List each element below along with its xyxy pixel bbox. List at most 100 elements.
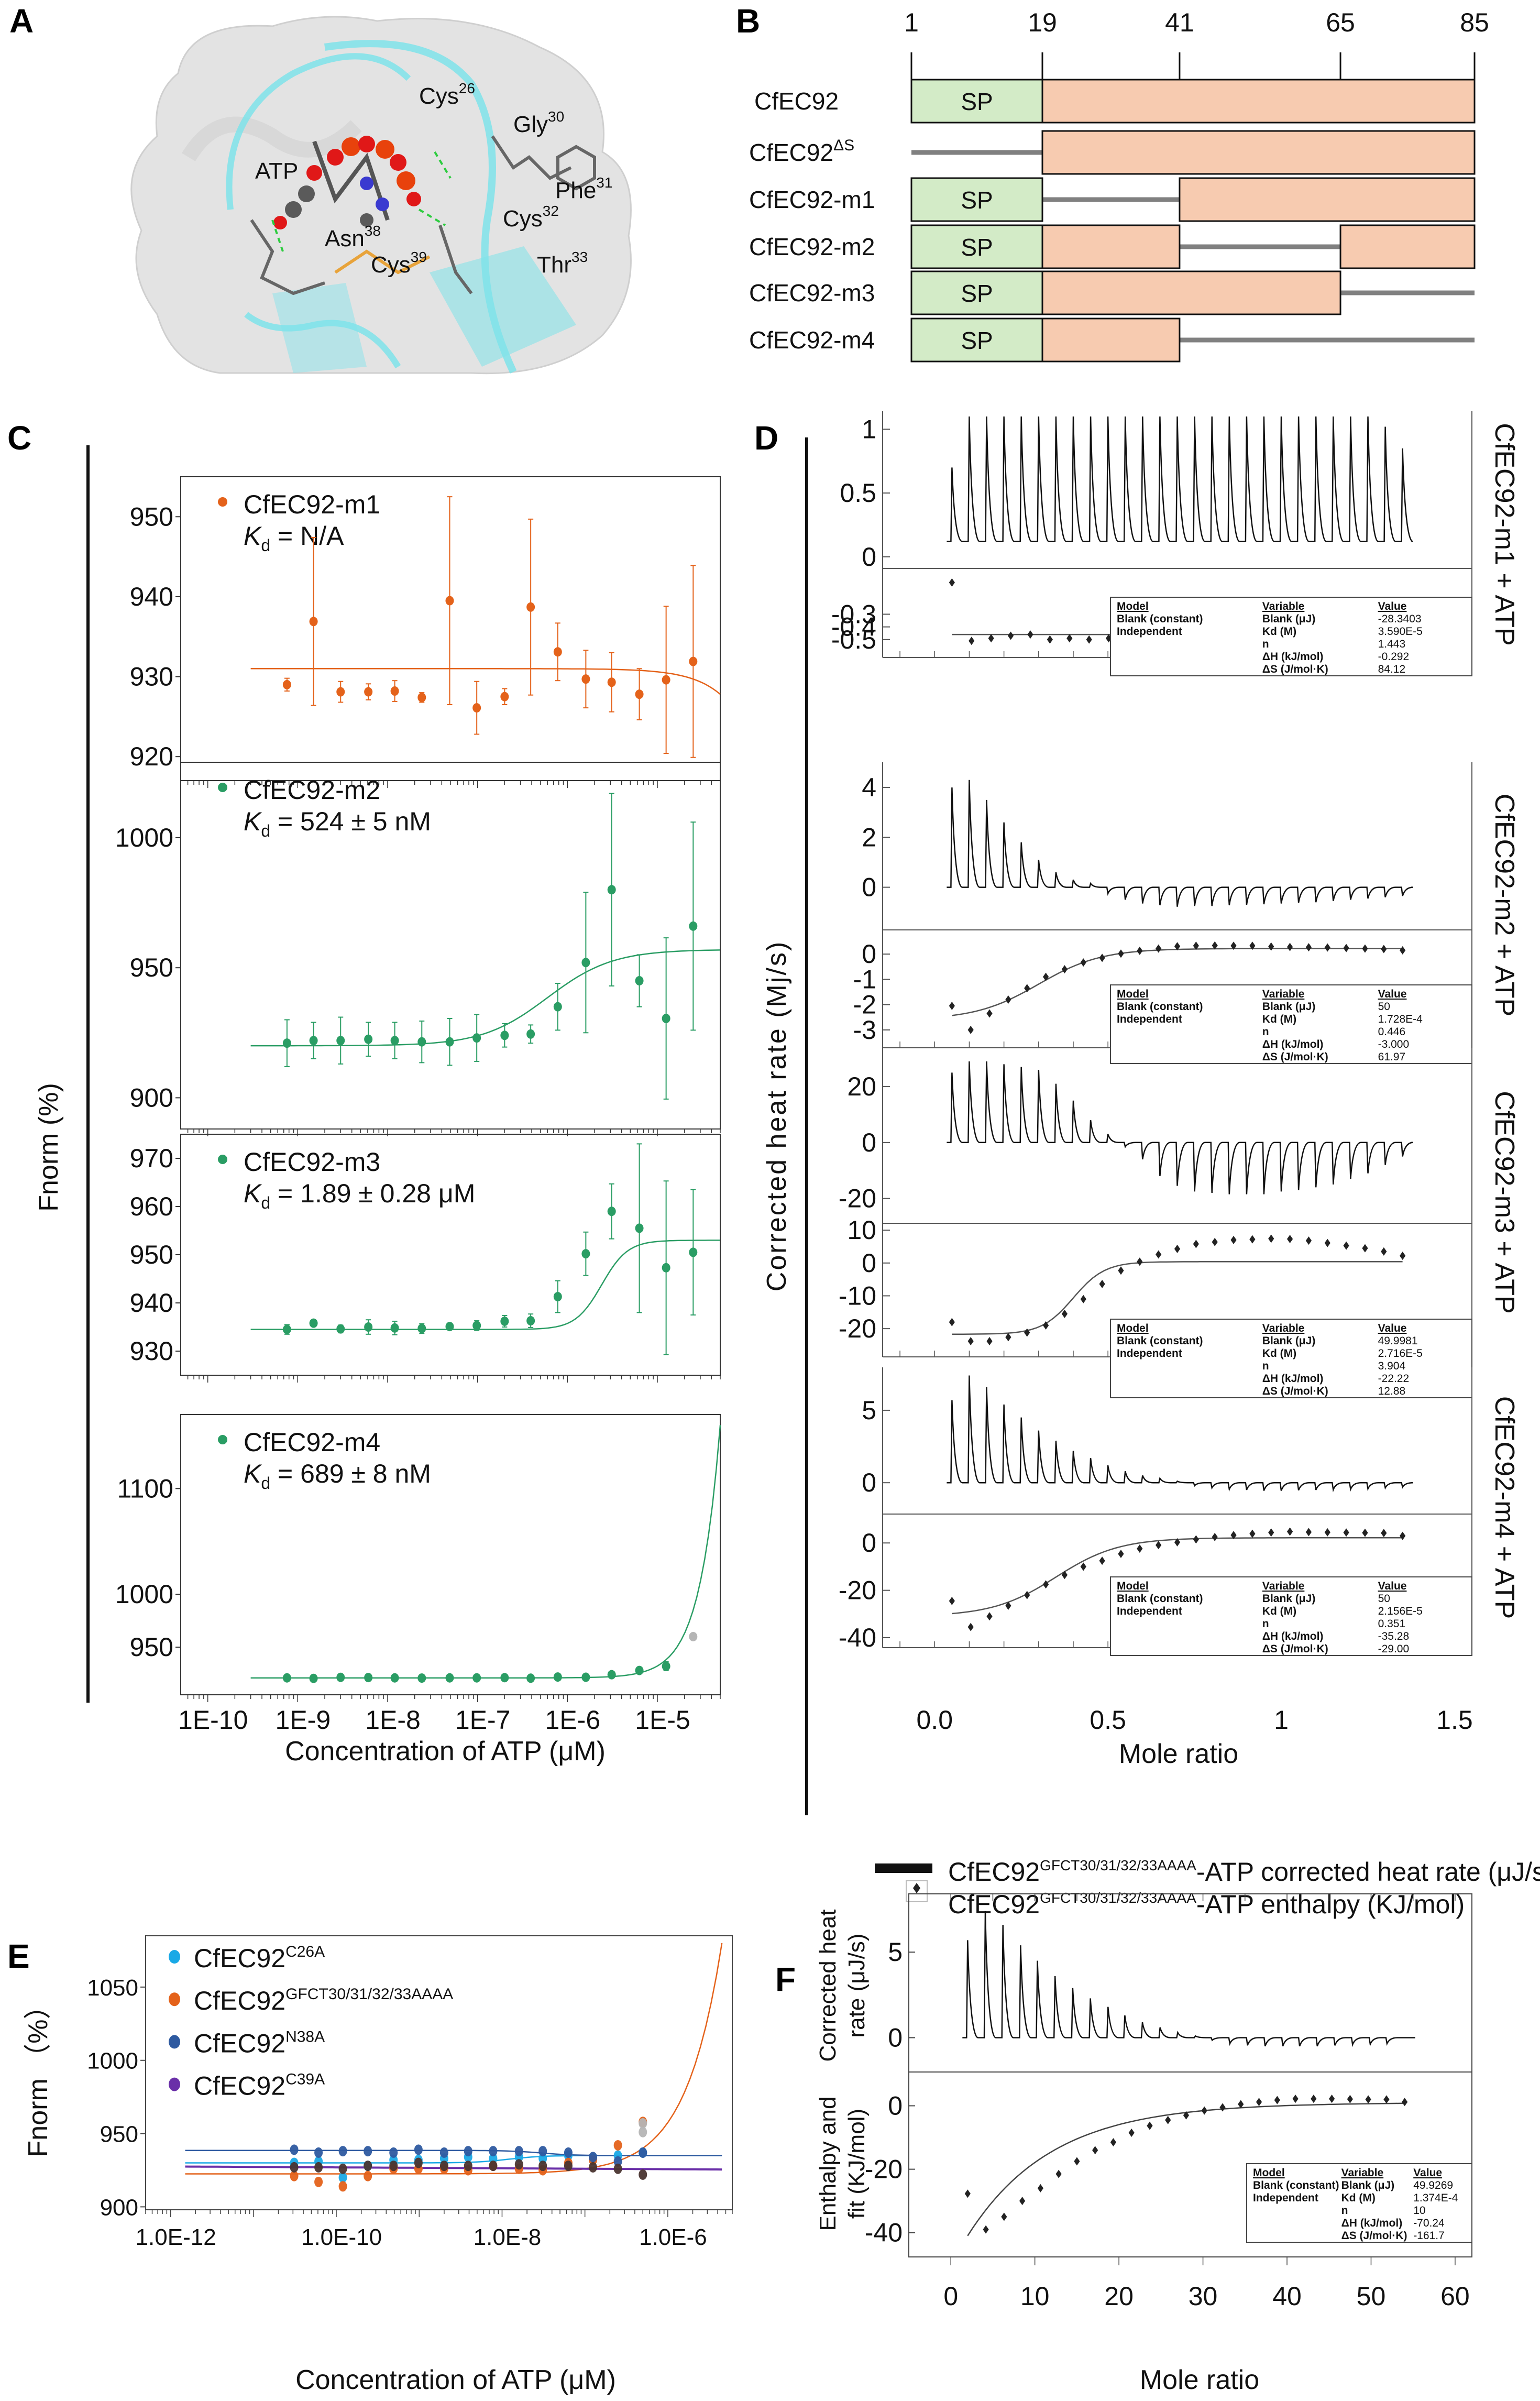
enthalpy-point [1268, 1234, 1274, 1243]
table-header-model: Model [1117, 988, 1149, 1000]
position-label-41: 41 [1165, 8, 1194, 37]
enthalpy-point [1305, 1236, 1312, 1245]
raw-y-tick-label: 2 [862, 823, 876, 852]
table-model-independent: Independent [1253, 2192, 1318, 2204]
mature-domain-box [1041, 79, 1476, 124]
x-tick-label: 1E-9 [276, 1705, 331, 1735]
table-model-independent: Independent [1117, 1013, 1182, 1025]
panel-letter-d: D [754, 419, 778, 457]
y-tick-label: 930 [130, 1336, 173, 1366]
data-point [689, 656, 698, 666]
panel-f-itc-gfct: CfEC92GFCT30/31/32/33AAAA-ATP corrected … [815, 1857, 1540, 2395]
fit-curve [185, 2165, 722, 2171]
data-point [538, 2153, 547, 2164]
data-point [472, 1673, 481, 1683]
enthalpy-point [1347, 2095, 1353, 2103]
mature-domain-box [1041, 130, 1476, 175]
enthalpy-point [1080, 1295, 1086, 1303]
enthalpy-point [1249, 1529, 1256, 1538]
table-variable: ΔH (kJ/mol) [1262, 1630, 1324, 1642]
enthalpy-point [1183, 2111, 1190, 2120]
data-point [338, 2146, 347, 2157]
kd-label: Kd = 524 ± 5 nM [244, 807, 431, 840]
x-tick-label: 0.5 [1090, 1705, 1126, 1735]
fit-parameter-table: Model Variable Value Blank (constant)Indepe… [1246, 2163, 1472, 2243]
signal-peptide-box [910, 79, 1043, 124]
residue-label-cys32: Cys32 [503, 203, 559, 232]
enthalpy-point [949, 1318, 955, 1326]
position-label-85: 85 [1460, 8, 1489, 37]
table-variable: ΔS (J/mol·K) [1262, 1051, 1328, 1063]
enthalpy-point [967, 1336, 974, 1345]
fit-y-tick-label: -1 [853, 964, 876, 994]
data-point [538, 2146, 547, 2157]
data-point [589, 2162, 598, 2173]
table-variable: Kd (M) [1262, 1605, 1296, 1617]
x-tick-label: 1.0E-12 [136, 2224, 216, 2250]
enthalpy-point [1137, 1257, 1143, 1266]
panel-letter-e: E [7, 1937, 30, 1975]
enthalpy-point [1400, 1531, 1406, 1540]
data-point [662, 1263, 670, 1273]
enthalpy-point [1365, 2095, 1371, 2104]
fit-y-tick-label: -40 [865, 2218, 903, 2247]
y-tick-label: 1050 [87, 1975, 138, 2001]
table-header-variable: Variable [1262, 988, 1305, 1000]
fit-curve [250, 1240, 720, 1330]
construct-label-1: CfEC92ΔS [749, 137, 854, 166]
x-tick-label: 10 [1020, 2282, 1050, 2311]
table-variable: Blank (μJ) [1262, 1593, 1316, 1605]
table-variable: ΔH (kJ/mol) [1262, 1373, 1324, 1385]
panel-letter-b: B [736, 2, 760, 40]
enthalpy-point [1343, 944, 1349, 952]
construct-label-3: CfEC92-m2 [749, 233, 875, 260]
data-point [689, 1247, 698, 1257]
data-point [639, 2126, 647, 2137]
legend-marker [218, 1155, 227, 1164]
data-point [607, 1670, 616, 1680]
table-value: 84.12 [1378, 663, 1406, 675]
x-axis-title: Mole ratio [1140, 2365, 1259, 2395]
table-value: 2.716E-5 [1378, 1347, 1423, 1360]
enthalpy-point [1230, 1531, 1237, 1540]
data-point [336, 1672, 345, 1682]
data-point [607, 885, 616, 895]
data-point [639, 2147, 647, 2158]
table-variable: ΔS (J/mol·K) [1262, 1643, 1328, 1655]
fit-y-tick-label: -0.4 [831, 612, 876, 642]
enthalpy-point [986, 1612, 993, 1621]
table-variable: ΔS (J/mol·K) [1262, 1385, 1328, 1397]
legend-swatch-line [875, 1863, 932, 1873]
table-model-independent: Independent [1117, 1605, 1182, 1617]
data-point [472, 703, 481, 713]
table-value: -28.3403 [1378, 613, 1422, 625]
y-tick-label: 950 [130, 502, 173, 531]
fit-parameter-table: Model Variable Value Blank (constant)Indepe… [1110, 1576, 1472, 1656]
data-point [613, 2156, 622, 2167]
data-point [635, 1665, 644, 1675]
fit-y-tick-label: -20 [865, 2155, 903, 2184]
enthalpy-point [1343, 1241, 1349, 1250]
data-point [464, 2161, 472, 2172]
raw-heat-trace [947, 416, 1413, 542]
data-point [417, 1673, 426, 1683]
table-value: 50 [1378, 1001, 1390, 1013]
enthalpy-point [1383, 2095, 1390, 2104]
raw-y-tick-label: 0 [862, 1468, 876, 1497]
table-value: -3.000 [1378, 1038, 1410, 1050]
y-axis-title-bottom: Enthalpy and [815, 2097, 841, 2231]
residue-label-cys26: Cys26 [419, 80, 475, 109]
data-point [364, 1322, 373, 1332]
legend-label: CfEC92-m2 [244, 775, 380, 805]
x-tick-label: 40 [1272, 2282, 1302, 2311]
table-value: 3.590E-5 [1378, 626, 1423, 638]
data-point [589, 2152, 598, 2163]
table-value: -0.292 [1378, 651, 1410, 663]
enthalpy-point [969, 637, 975, 645]
fit-y-tick-label: 0 [862, 1528, 876, 1558]
table-variable: ΔH (kJ/mol) [1341, 2217, 1403, 2229]
enthalpy-point [1024, 984, 1030, 993]
